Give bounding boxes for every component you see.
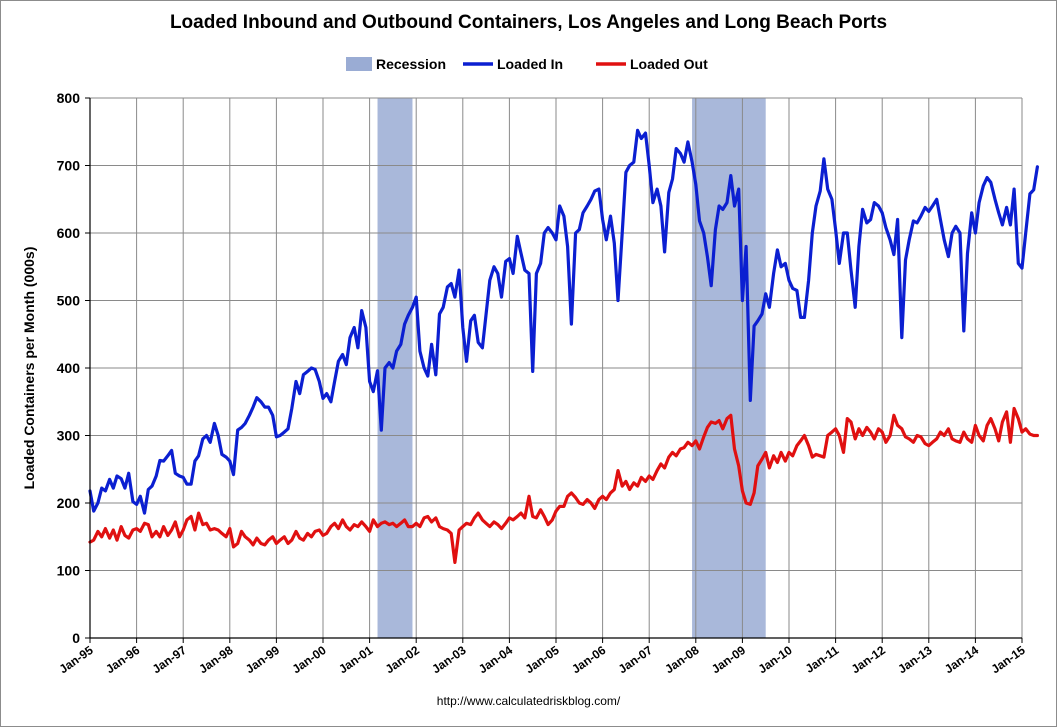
source-url: http://www.calculatedriskblog.com/ — [436, 694, 621, 708]
x-tick-label: Jan-11 — [803, 643, 842, 676]
x-tick-label: Jan-10 — [756, 643, 795, 676]
x-tick-label: Jan-13 — [895, 643, 934, 676]
y-tick-label: 700 — [57, 158, 81, 174]
x-tick-label: Jan-03 — [429, 643, 468, 676]
y-tick-label: 0 — [72, 630, 80, 646]
x-tick-label: Jan-99 — [243, 643, 282, 676]
chart-title: Loaded Inbound and Outbound Containers, … — [169, 12, 888, 33]
y-tick-label: 300 — [57, 428, 81, 444]
x-tick-label: Jan-05 — [523, 643, 562, 676]
y-tick-label: 500 — [57, 293, 81, 309]
gridlines — [90, 97, 1023, 638]
y-axis-label: Loaded Containers per Month (000s) — [21, 247, 37, 490]
x-tick-label: Jan-08 — [662, 643, 701, 676]
x-tick-label: Jan-97 — [150, 643, 189, 676]
legend-label-loaded-in: Loaded In — [497, 56, 563, 72]
x-tick-label: Jan-01 — [336, 643, 375, 676]
x-tick-label: Jan-96 — [103, 643, 142, 676]
x-tick-label: Jan-12 — [849, 643, 888, 676]
y-tick-label: 600 — [57, 225, 81, 241]
x-tick-label: Jan-98 — [196, 643, 235, 676]
y-tick-label: 100 — [57, 563, 81, 579]
series-lines — [88, 128, 1039, 564]
x-tick-label: Jan-07 — [616, 643, 655, 676]
legend-label-loaded-out: Loaded Out — [630, 56, 708, 72]
x-tick-label: Jan-06 — [569, 643, 608, 676]
x-tick-label: Jan-09 — [709, 643, 748, 676]
y-tick-label: 200 — [57, 495, 81, 511]
x-tick-label: Jan-04 — [476, 643, 515, 676]
x-tick-label: Jan-02 — [383, 643, 422, 676]
x-tick-label: Jan-00 — [290, 643, 329, 676]
x-tick-label: Jan-95 — [57, 643, 96, 676]
loaded-in-series-line — [88, 128, 1039, 515]
loaded-out-series-line — [88, 406, 1039, 564]
x-tick-label: Jan-15 — [989, 643, 1028, 676]
legend-swatch-recession — [346, 57, 372, 71]
legend: Recession Loaded In Loaded Out — [346, 56, 708, 72]
legend-label-recession: Recession — [376, 56, 446, 72]
y-tick-label: 400 — [57, 360, 81, 376]
x-tick-label: Jan-14 — [942, 643, 981, 676]
y-tick-label: 800 — [57, 90, 81, 106]
